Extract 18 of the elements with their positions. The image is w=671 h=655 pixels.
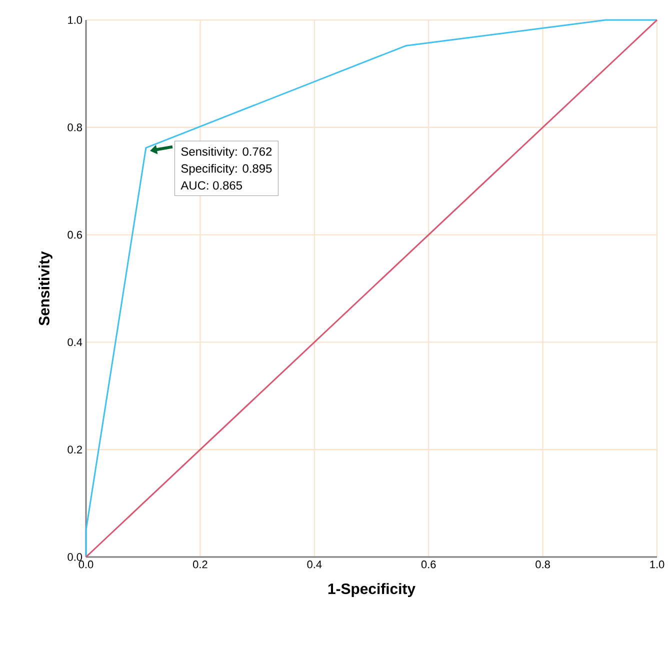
annotation: Sensitivity: 0.762 bbox=[181, 147, 272, 158]
x-tick-label: 0.2 bbox=[193, 560, 208, 568]
y-tick-label: 0.8 bbox=[68, 124, 82, 132]
x-tick-label: 1.0 bbox=[650, 560, 664, 568]
y-tick-label: 0.2 bbox=[68, 446, 82, 454]
y-tick-label: 0.6 bbox=[68, 230, 82, 239]
annotation: AUC: 0.865 bbox=[180, 181, 242, 190]
y-tick-label: 1.0 bbox=[68, 16, 82, 24]
line-series bbox=[85, 19, 658, 558]
x-tick-label: 0.6 bbox=[421, 560, 436, 568]
x-tick-label: 0.8 bbox=[536, 560, 550, 568]
x-tick-label: 0.4 bbox=[307, 560, 322, 568]
annotation: Specificity: 0.895 bbox=[181, 164, 272, 176]
x-axis-title: 1-Specificity bbox=[328, 583, 416, 598]
y-tick-label: 0.0 bbox=[68, 553, 82, 561]
y-axis-title: Sensitivity bbox=[38, 251, 52, 326]
x-tick-label: 0.0 bbox=[78, 560, 94, 568]
y-tick-label: 0.4 bbox=[68, 338, 82, 346]
